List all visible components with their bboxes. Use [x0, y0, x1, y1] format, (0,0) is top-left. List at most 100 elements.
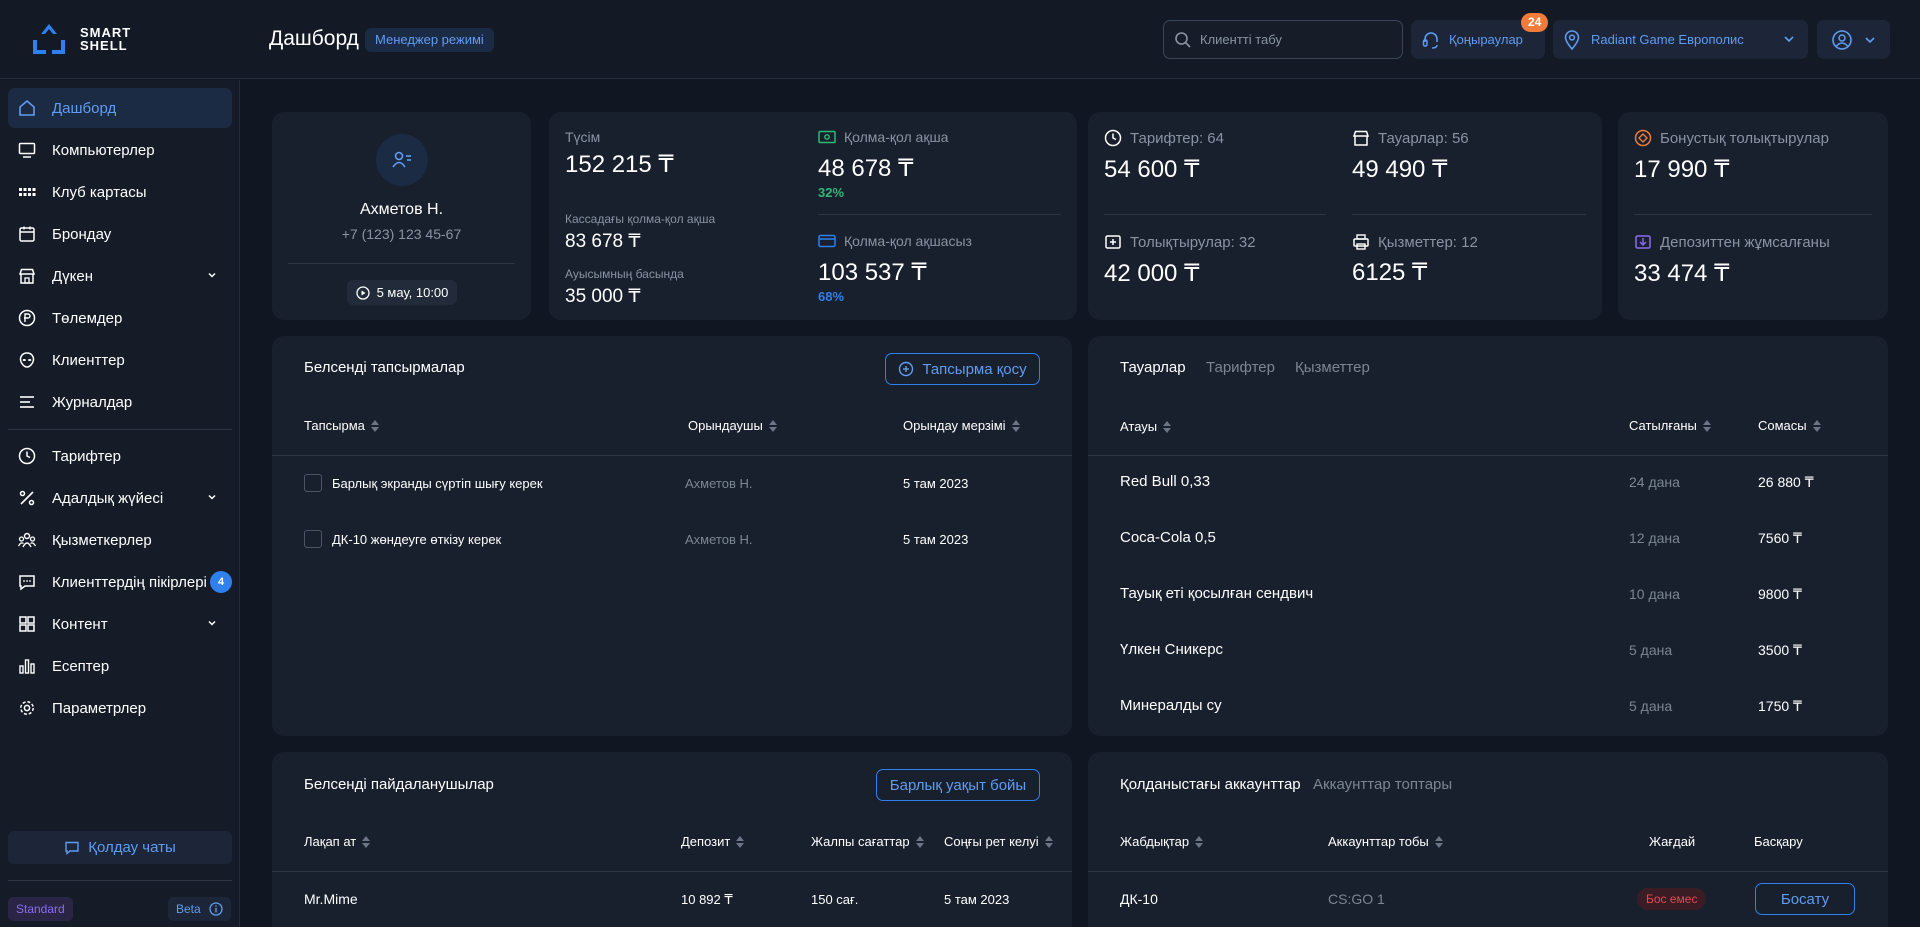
user-menu-button[interactable] [1817, 20, 1890, 59]
sort-icon [1044, 835, 1053, 849]
sidebar-item-clients[interactable]: Клиенттер [8, 340, 232, 380]
sidebar-item-tariffs[interactable]: Тарифтер [8, 436, 232, 476]
goods-label-text: Тауарлар: 56 [1378, 129, 1469, 147]
task-checkbox[interactable] [304, 474, 322, 492]
beta-badge[interactable]: Beta [168, 897, 231, 921]
sidebar-item-loyalty[interactable]: Адалдық жүйесі [8, 478, 232, 518]
sidebar-item-label: Адалдық жүйесі [52, 489, 164, 507]
column-header-devices[interactable]: Жабдықтар [1120, 834, 1204, 849]
bars-icon [19, 659, 35, 674]
brand-logo[interactable]: SMART SHELL [30, 22, 131, 56]
column-header-assignee[interactable]: Орындаушы [688, 418, 777, 433]
add-task-button[interactable]: Тапсырма қосу [885, 353, 1040, 385]
cash-value: 48 678 ₸ [818, 155, 914, 182]
accounts-card: Қолданыстағы аккаунттар Аккаунттар топта… [1088, 752, 1888, 927]
task-checkbox[interactable] [304, 530, 322, 548]
sidebar-item-content[interactable]: Контент [8, 604, 232, 644]
sidebar-item-reports[interactable]: Есептер [8, 646, 232, 686]
monitor-icon [18, 142, 36, 158]
column-header-nickname[interactable]: Лақап ат [304, 834, 371, 849]
product-sold: 5 дана [1629, 642, 1673, 658]
sidebar-item-dashboard[interactable]: Дашборд [8, 88, 232, 128]
calls-label: Қоңыраулар [1449, 32, 1523, 47]
sort-icon [370, 419, 379, 433]
top-products-card: Тауарлар Тарифтер Қызметтер Атауы Сатылғ… [1088, 336, 1888, 736]
sidebar-item-staff[interactable]: Қызметкерлер [8, 520, 232, 560]
cashless-percent: 68% [818, 289, 845, 304]
tab-account-groups[interactable]: Аккаунттар топтары [1313, 776, 1453, 793]
column-header-sum[interactable]: Сомасы [1758, 418, 1821, 433]
chevron-down-icon [1784, 36, 1794, 43]
grid-dots-icon [19, 188, 36, 196]
bonus-topups-label-text: Бонустық толықтырулар [1660, 129, 1829, 147]
column-header-due-date[interactable]: Орындау мерзімі [903, 418, 1020, 433]
column-header-sold[interactable]: Сатылғаны [1629, 418, 1711, 433]
sort-icon [362, 835, 371, 849]
card-icon [818, 234, 836, 248]
tariffs-value: 54 600 ₸ [1104, 156, 1200, 183]
sidebar-item-computers[interactable]: Компьютерлер [8, 130, 232, 170]
reviews-count-badge: 4 [210, 571, 232, 593]
sidebar-item-label: Компьютерлер [52, 141, 155, 159]
user-circle-icon [1831, 29, 1852, 50]
shift-time: 5 мау, 10:00 [376, 285, 449, 300]
sidebar-item-shop[interactable]: Дүкен [8, 256, 232, 296]
user-hours: 150 сағ. [811, 892, 859, 907]
product-name: Минералды су [1120, 697, 1222, 714]
sidebar-item-club-map[interactable]: Клуб картасы [8, 172, 232, 212]
store-icon [18, 268, 36, 284]
cash-icon [818, 130, 836, 144]
tab-tariffs[interactable]: Тарифтер [1206, 359, 1275, 376]
sidebar-item-settings[interactable]: Параметрлер [8, 688, 232, 728]
beta-label: Beta [176, 902, 201, 916]
sort-icon [736, 835, 745, 849]
column-header-deposit[interactable]: Депозит [681, 834, 745, 849]
header-divider [272, 871, 1072, 872]
chevron-down-icon [1864, 36, 1875, 43]
support-chat-button[interactable]: Қолдау чаты [8, 831, 232, 864]
revenue-label: Түсім [565, 129, 601, 145]
play-circle-icon [355, 285, 370, 300]
chevron-down-icon [208, 272, 216, 278]
release-button[interactable]: Босату [1755, 883, 1855, 915]
printer-icon [1353, 234, 1369, 250]
column-header-task[interactable]: Тапсырма [304, 418, 379, 433]
bonus-topups-label: Бонустық толықтырулар [1634, 129, 1829, 147]
tasks-title: Белсенді тапсырмалар [304, 359, 465, 376]
club-select[interactable]: Radiant Game Европолис [1553, 20, 1808, 59]
sidebar-item-label: Брондау [52, 225, 112, 243]
manager-mode-badge[interactable]: Менеджер режимі [365, 28, 494, 52]
info-icon [209, 902, 223, 916]
product-name: Coca-Cola 0,5 [1120, 529, 1216, 546]
search-input[interactable] [1200, 32, 1390, 47]
shift-start-label: Ауысымның басында [565, 267, 684, 281]
avatar[interactable] [376, 134, 428, 186]
sidebar-item-label: Төлемдер [52, 309, 123, 327]
column-header-name[interactable]: Атауы [1120, 419, 1172, 434]
task-text: Барлық экранды сүртіп шығу керек [332, 476, 543, 491]
services-label-text: Қызметтер: 12 [1378, 233, 1478, 251]
headset-icon [1422, 31, 1438, 49]
search-icon [1175, 31, 1191, 48]
sidebar-item-client-reviews[interactable]: Клиенттердің пікірлері 4 [8, 562, 232, 602]
column-header-last-visit[interactable]: Соңғы рет келуі [944, 834, 1053, 849]
bonus-topups-value: 17 990 ₸ [1634, 156, 1730, 183]
header-divider [1088, 455, 1888, 456]
sort-icon [768, 419, 777, 433]
sidebar-item-logs[interactable]: Журналдар [8, 382, 232, 422]
topups-label-text: Толықтырулар: 32 [1130, 233, 1256, 251]
column-header-account-group[interactable]: Аккаунттар тобы [1328, 834, 1443, 849]
sidebar-item-payments[interactable]: Төлемдер [8, 298, 232, 338]
calendar-icon [19, 226, 35, 242]
column-header-total-hours[interactable]: Жалпы сағаттар [811, 834, 924, 849]
sidebar-item-booking[interactable]: Брондау [8, 214, 232, 254]
tab-active-accounts[interactable]: Қолданыстағы аккаунттар [1120, 776, 1301, 793]
support-chat-label: Қолдау чаты [88, 839, 176, 856]
client-search[interactable] [1163, 20, 1403, 59]
tab-goods[interactable]: Тауарлар [1120, 359, 1186, 376]
goods-label: Тауарлар: 56 [1352, 129, 1469, 147]
period-filter-button[interactable]: Барлық уақыт бойы [876, 769, 1040, 801]
tab-services[interactable]: Қызметтер [1295, 359, 1370, 376]
plan-badge[interactable]: Standard [8, 897, 73, 921]
column-header-status: Жағдай [1649, 834, 1696, 849]
